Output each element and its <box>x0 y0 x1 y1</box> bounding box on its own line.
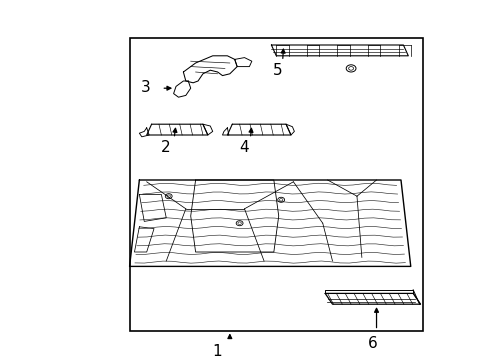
Text: 1: 1 <box>212 343 222 359</box>
Text: 6: 6 <box>367 336 377 351</box>
Bar <box>129 38 422 331</box>
Text: 2: 2 <box>160 140 170 155</box>
Text: 4: 4 <box>239 140 249 155</box>
Text: 3: 3 <box>141 80 150 95</box>
Text: 5: 5 <box>272 63 282 78</box>
